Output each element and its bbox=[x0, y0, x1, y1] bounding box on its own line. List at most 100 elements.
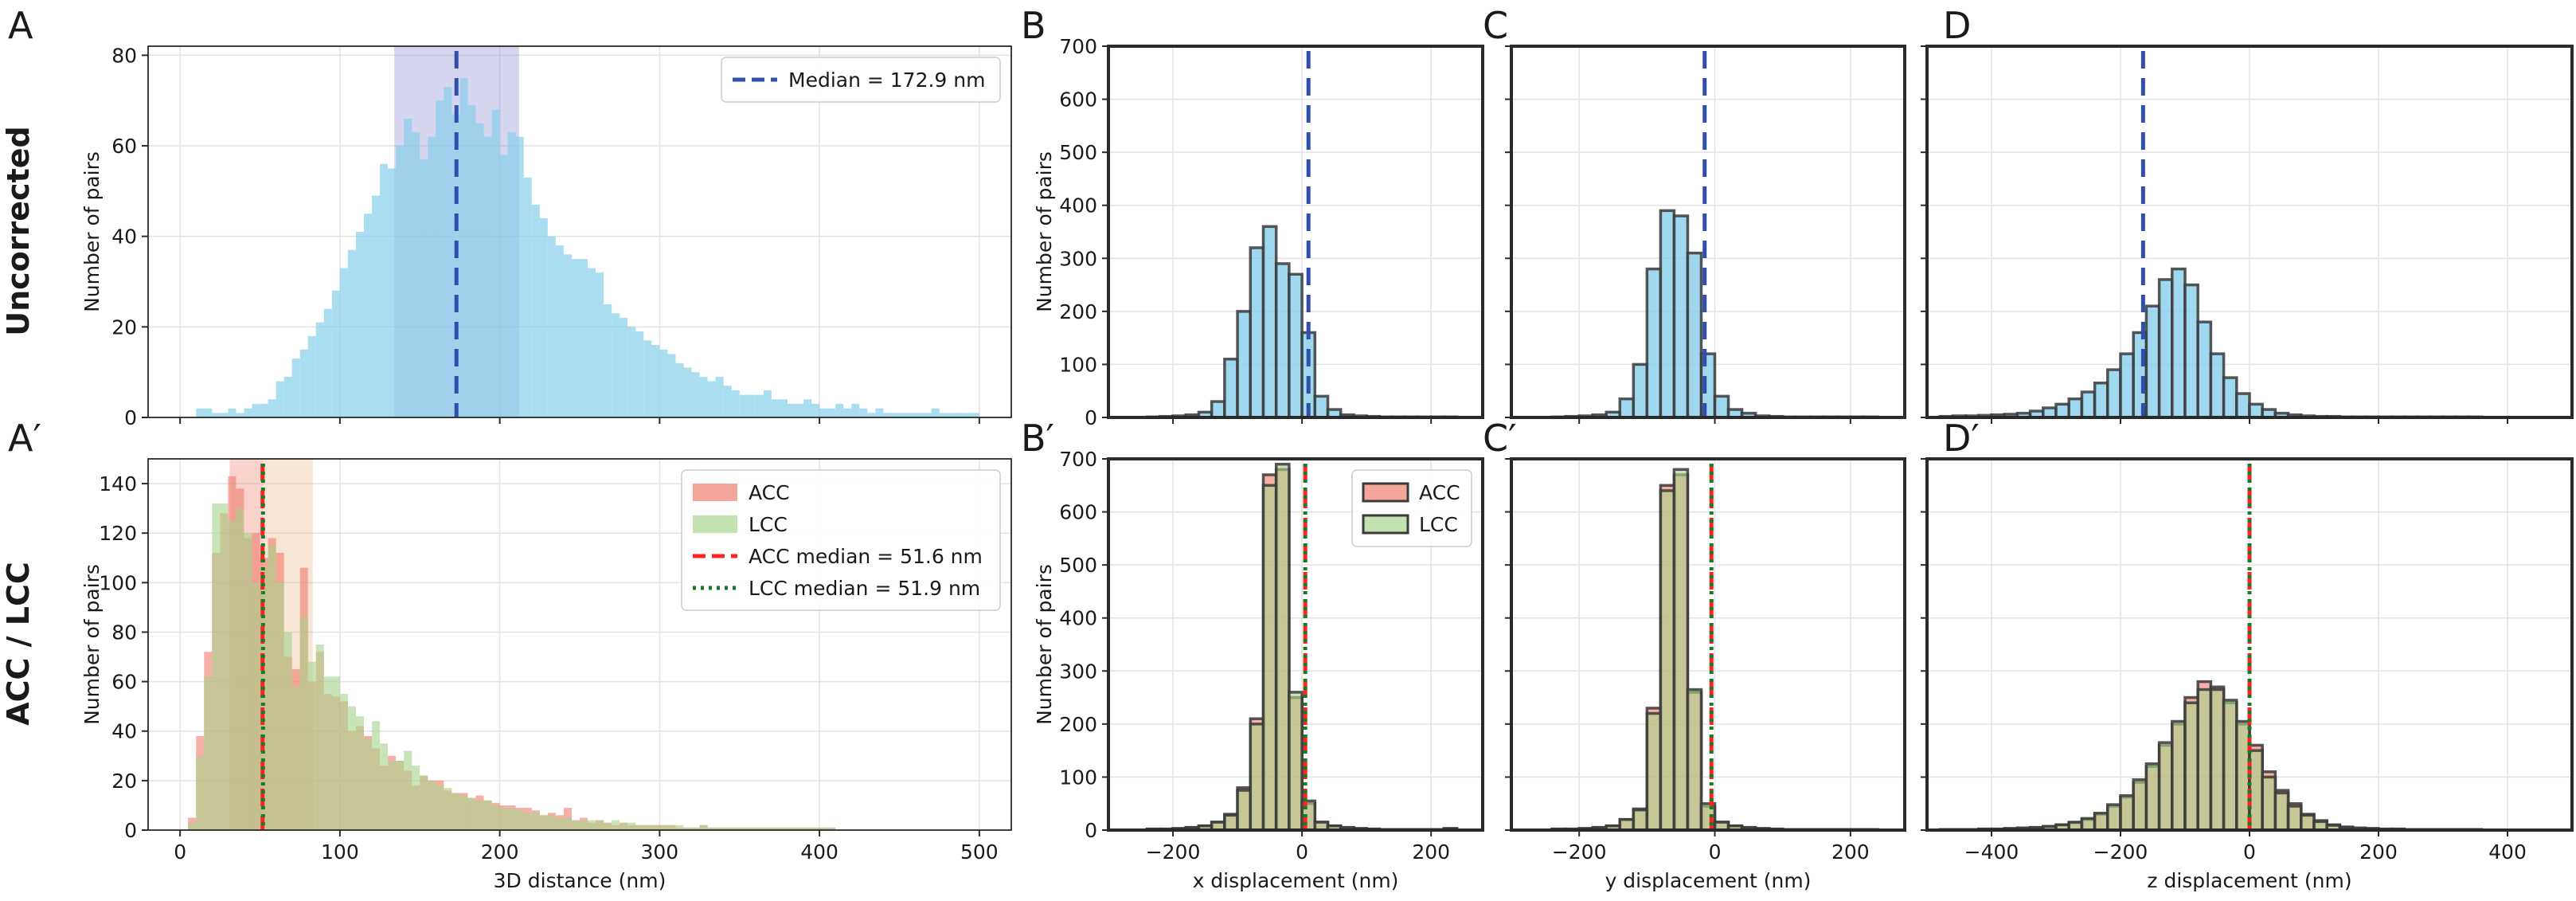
bar bbox=[412, 131, 420, 417]
plot-content-C bbox=[1550, 51, 1879, 417]
xtick-label: −200 bbox=[1146, 840, 1201, 864]
bar bbox=[1686, 688, 1703, 830]
bar bbox=[1236, 310, 1253, 417]
bar bbox=[331, 290, 340, 417]
bar bbox=[2286, 805, 2303, 830]
bar bbox=[1223, 358, 1239, 417]
bar bbox=[811, 403, 820, 417]
bar bbox=[2157, 278, 2174, 417]
bar bbox=[2054, 402, 2070, 417]
x-axis-label: 3D distance (nm) bbox=[494, 869, 666, 892]
bar bbox=[507, 131, 516, 417]
bar bbox=[907, 413, 916, 417]
y-axis-label: Number of pairs bbox=[80, 564, 104, 725]
bar bbox=[1645, 711, 1663, 830]
bar bbox=[260, 403, 268, 417]
bar bbox=[963, 413, 971, 417]
bar bbox=[1618, 397, 1636, 417]
xtick-label: 0 bbox=[2243, 840, 2256, 864]
ytick-label: 20 bbox=[111, 770, 137, 793]
bar bbox=[204, 676, 213, 830]
ytick-label: 80 bbox=[111, 621, 137, 644]
bar bbox=[299, 617, 308, 830]
bar bbox=[851, 403, 860, 417]
bar bbox=[555, 817, 564, 830]
bar bbox=[2273, 791, 2290, 830]
bar bbox=[388, 168, 397, 417]
ytick-label: 600 bbox=[1059, 88, 1097, 112]
bar bbox=[2222, 699, 2238, 830]
ytick-label: 100 bbox=[1059, 353, 1097, 376]
bar bbox=[420, 159, 428, 417]
bar bbox=[747, 827, 756, 830]
bar bbox=[204, 408, 213, 417]
chart-A: 0 20 40 60 80 Number of pairs Median = 172.9 n… bbox=[80, 44, 1012, 429]
bar bbox=[347, 706, 356, 830]
bar bbox=[955, 413, 964, 417]
bar bbox=[803, 827, 812, 830]
bar bbox=[2106, 368, 2122, 417]
bar bbox=[212, 503, 221, 830]
bar bbox=[715, 827, 724, 830]
legend-swatch bbox=[693, 515, 737, 533]
y-axis-label: Number of pairs bbox=[1033, 151, 1056, 312]
bar bbox=[707, 381, 716, 417]
bar bbox=[2093, 811, 2109, 830]
bar bbox=[523, 813, 532, 830]
bar bbox=[299, 349, 308, 417]
bar bbox=[372, 195, 381, 417]
bar bbox=[2196, 688, 2213, 830]
bar bbox=[2080, 390, 2097, 417]
xtick-label: 500 bbox=[960, 840, 999, 864]
bar bbox=[412, 766, 420, 830]
ytick-label: 0 bbox=[1085, 819, 1097, 842]
bar bbox=[2119, 352, 2135, 417]
bar bbox=[947, 413, 956, 417]
bar bbox=[580, 259, 588, 417]
bar bbox=[891, 413, 900, 417]
bar bbox=[627, 327, 636, 417]
bar bbox=[212, 413, 221, 417]
series-uncorrected bbox=[1938, 267, 2484, 417]
bar bbox=[428, 780, 436, 830]
bar bbox=[779, 399, 788, 417]
bar bbox=[971, 413, 979, 417]
bar bbox=[2157, 741, 2174, 830]
bar bbox=[252, 403, 260, 417]
y-axis-label: Number of pairs bbox=[1033, 564, 1056, 725]
bar bbox=[1236, 789, 1253, 830]
bar bbox=[1713, 394, 1730, 417]
bar bbox=[196, 408, 205, 417]
bar bbox=[620, 317, 628, 417]
bar bbox=[372, 721, 381, 830]
plot-area-C2 bbox=[1511, 459, 1905, 830]
bar bbox=[931, 408, 940, 417]
bar bbox=[2132, 778, 2148, 830]
bar bbox=[715, 376, 724, 417]
ytick-label: 60 bbox=[111, 135, 137, 158]
bar bbox=[604, 304, 612, 417]
bar bbox=[515, 136, 524, 417]
axes-frame-C bbox=[1510, 45, 1906, 419]
bar bbox=[699, 376, 708, 417]
xtick-label: 200 bbox=[481, 840, 519, 864]
bar bbox=[1288, 272, 1304, 417]
bar bbox=[228, 520, 236, 830]
bar bbox=[1672, 214, 1690, 417]
bar bbox=[236, 508, 244, 830]
bar bbox=[276, 381, 284, 417]
bar bbox=[707, 827, 716, 830]
bar bbox=[315, 322, 324, 417]
chart-A2: 0 20 40 60 80 100 120 140 0 100 200 300 400 500 3D dis… bbox=[80, 458, 1012, 892]
bar bbox=[2144, 762, 2161, 830]
bar bbox=[596, 272, 604, 417]
bar bbox=[819, 827, 828, 830]
legend-label: LCC bbox=[1419, 513, 1458, 536]
bar bbox=[244, 533, 252, 830]
bar bbox=[915, 413, 924, 417]
chart-C2: −200 0 200 y displacement (nm) bbox=[1505, 457, 1906, 892]
bar bbox=[499, 155, 508, 417]
chart-D bbox=[1921, 45, 2574, 424]
bar bbox=[1672, 468, 1690, 830]
bar bbox=[643, 825, 652, 830]
